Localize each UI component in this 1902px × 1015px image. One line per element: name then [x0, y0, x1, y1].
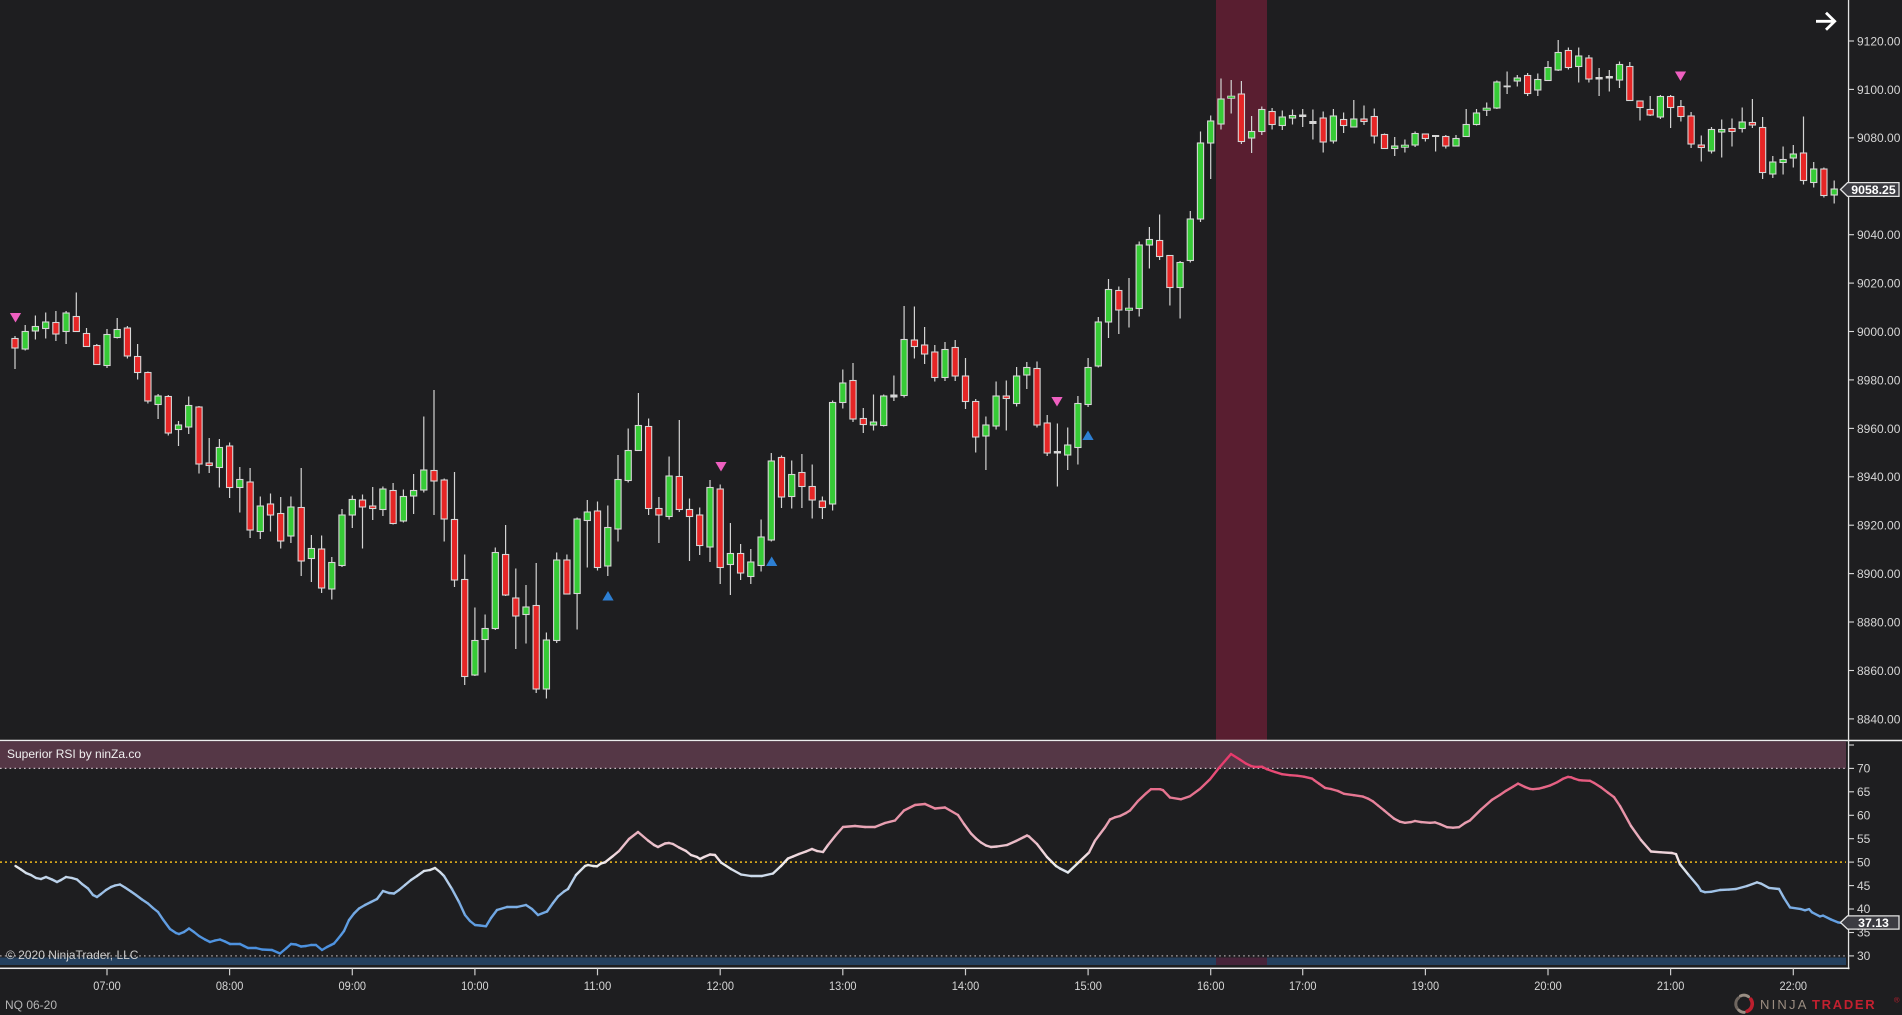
svg-text:60: 60 [1857, 809, 1871, 823]
svg-text:®: ® [1894, 996, 1900, 1005]
svg-text:09:00: 09:00 [339, 979, 367, 993]
svg-text:8860.00: 8860.00 [1857, 664, 1901, 678]
svg-text:10:00: 10:00 [461, 979, 489, 993]
svg-text:NQ 06-20: NQ 06-20 [5, 998, 57, 1012]
svg-text:9020.00: 9020.00 [1857, 277, 1901, 291]
svg-text:50: 50 [1857, 855, 1871, 869]
svg-text:40: 40 [1857, 902, 1871, 916]
svg-text:08:00: 08:00 [216, 979, 244, 993]
svg-text:14:00: 14:00 [952, 979, 980, 993]
svg-text:20:00: 20:00 [1534, 979, 1562, 993]
svg-text:9100.00: 9100.00 [1857, 83, 1901, 97]
svg-text:19:00: 19:00 [1412, 979, 1440, 993]
svg-text:8840.00: 8840.00 [1857, 712, 1901, 726]
svg-text:30: 30 [1857, 949, 1871, 963]
svg-text:Superior RSI by ninZa.co: Superior RSI by ninZa.co [7, 747, 141, 761]
svg-text:© 2020 NinjaTrader, LLC: © 2020 NinjaTrader, LLC [6, 948, 139, 962]
svg-text:9080.00: 9080.00 [1857, 131, 1901, 145]
svg-text:8940.00: 8940.00 [1857, 470, 1901, 484]
svg-text:8920.00: 8920.00 [1857, 519, 1901, 533]
svg-text:9000.00: 9000.00 [1857, 325, 1901, 339]
svg-text:8980.00: 8980.00 [1857, 373, 1901, 387]
svg-text:15:00: 15:00 [1074, 979, 1102, 993]
svg-text:NINJA: NINJA [1760, 997, 1809, 1012]
svg-text:TRADER: TRADER [1812, 997, 1876, 1012]
svg-text:8880.00: 8880.00 [1857, 615, 1901, 629]
svg-text:8960.00: 8960.00 [1857, 422, 1901, 436]
svg-text:16:00: 16:00 [1197, 979, 1225, 993]
svg-text:07:00: 07:00 [93, 979, 121, 993]
svg-text:21:00: 21:00 [1657, 979, 1685, 993]
svg-text:8900.00: 8900.00 [1857, 567, 1901, 581]
svg-text:70: 70 [1857, 762, 1871, 776]
svg-text:9120.00: 9120.00 [1857, 34, 1901, 48]
svg-text:45: 45 [1857, 879, 1871, 893]
svg-text:17:00: 17:00 [1289, 979, 1317, 993]
svg-text:65: 65 [1857, 785, 1871, 799]
svg-text:37.13: 37.13 [1858, 916, 1889, 930]
svg-text:9040.00: 9040.00 [1857, 228, 1901, 242]
svg-text:12:00: 12:00 [706, 979, 734, 993]
svg-text:11:00: 11:00 [584, 979, 612, 993]
svg-text:55: 55 [1857, 832, 1871, 846]
svg-text:9058.25: 9058.25 [1851, 183, 1896, 197]
svg-text:22:00: 22:00 [1780, 979, 1808, 993]
svg-text:13:00: 13:00 [829, 979, 857, 993]
